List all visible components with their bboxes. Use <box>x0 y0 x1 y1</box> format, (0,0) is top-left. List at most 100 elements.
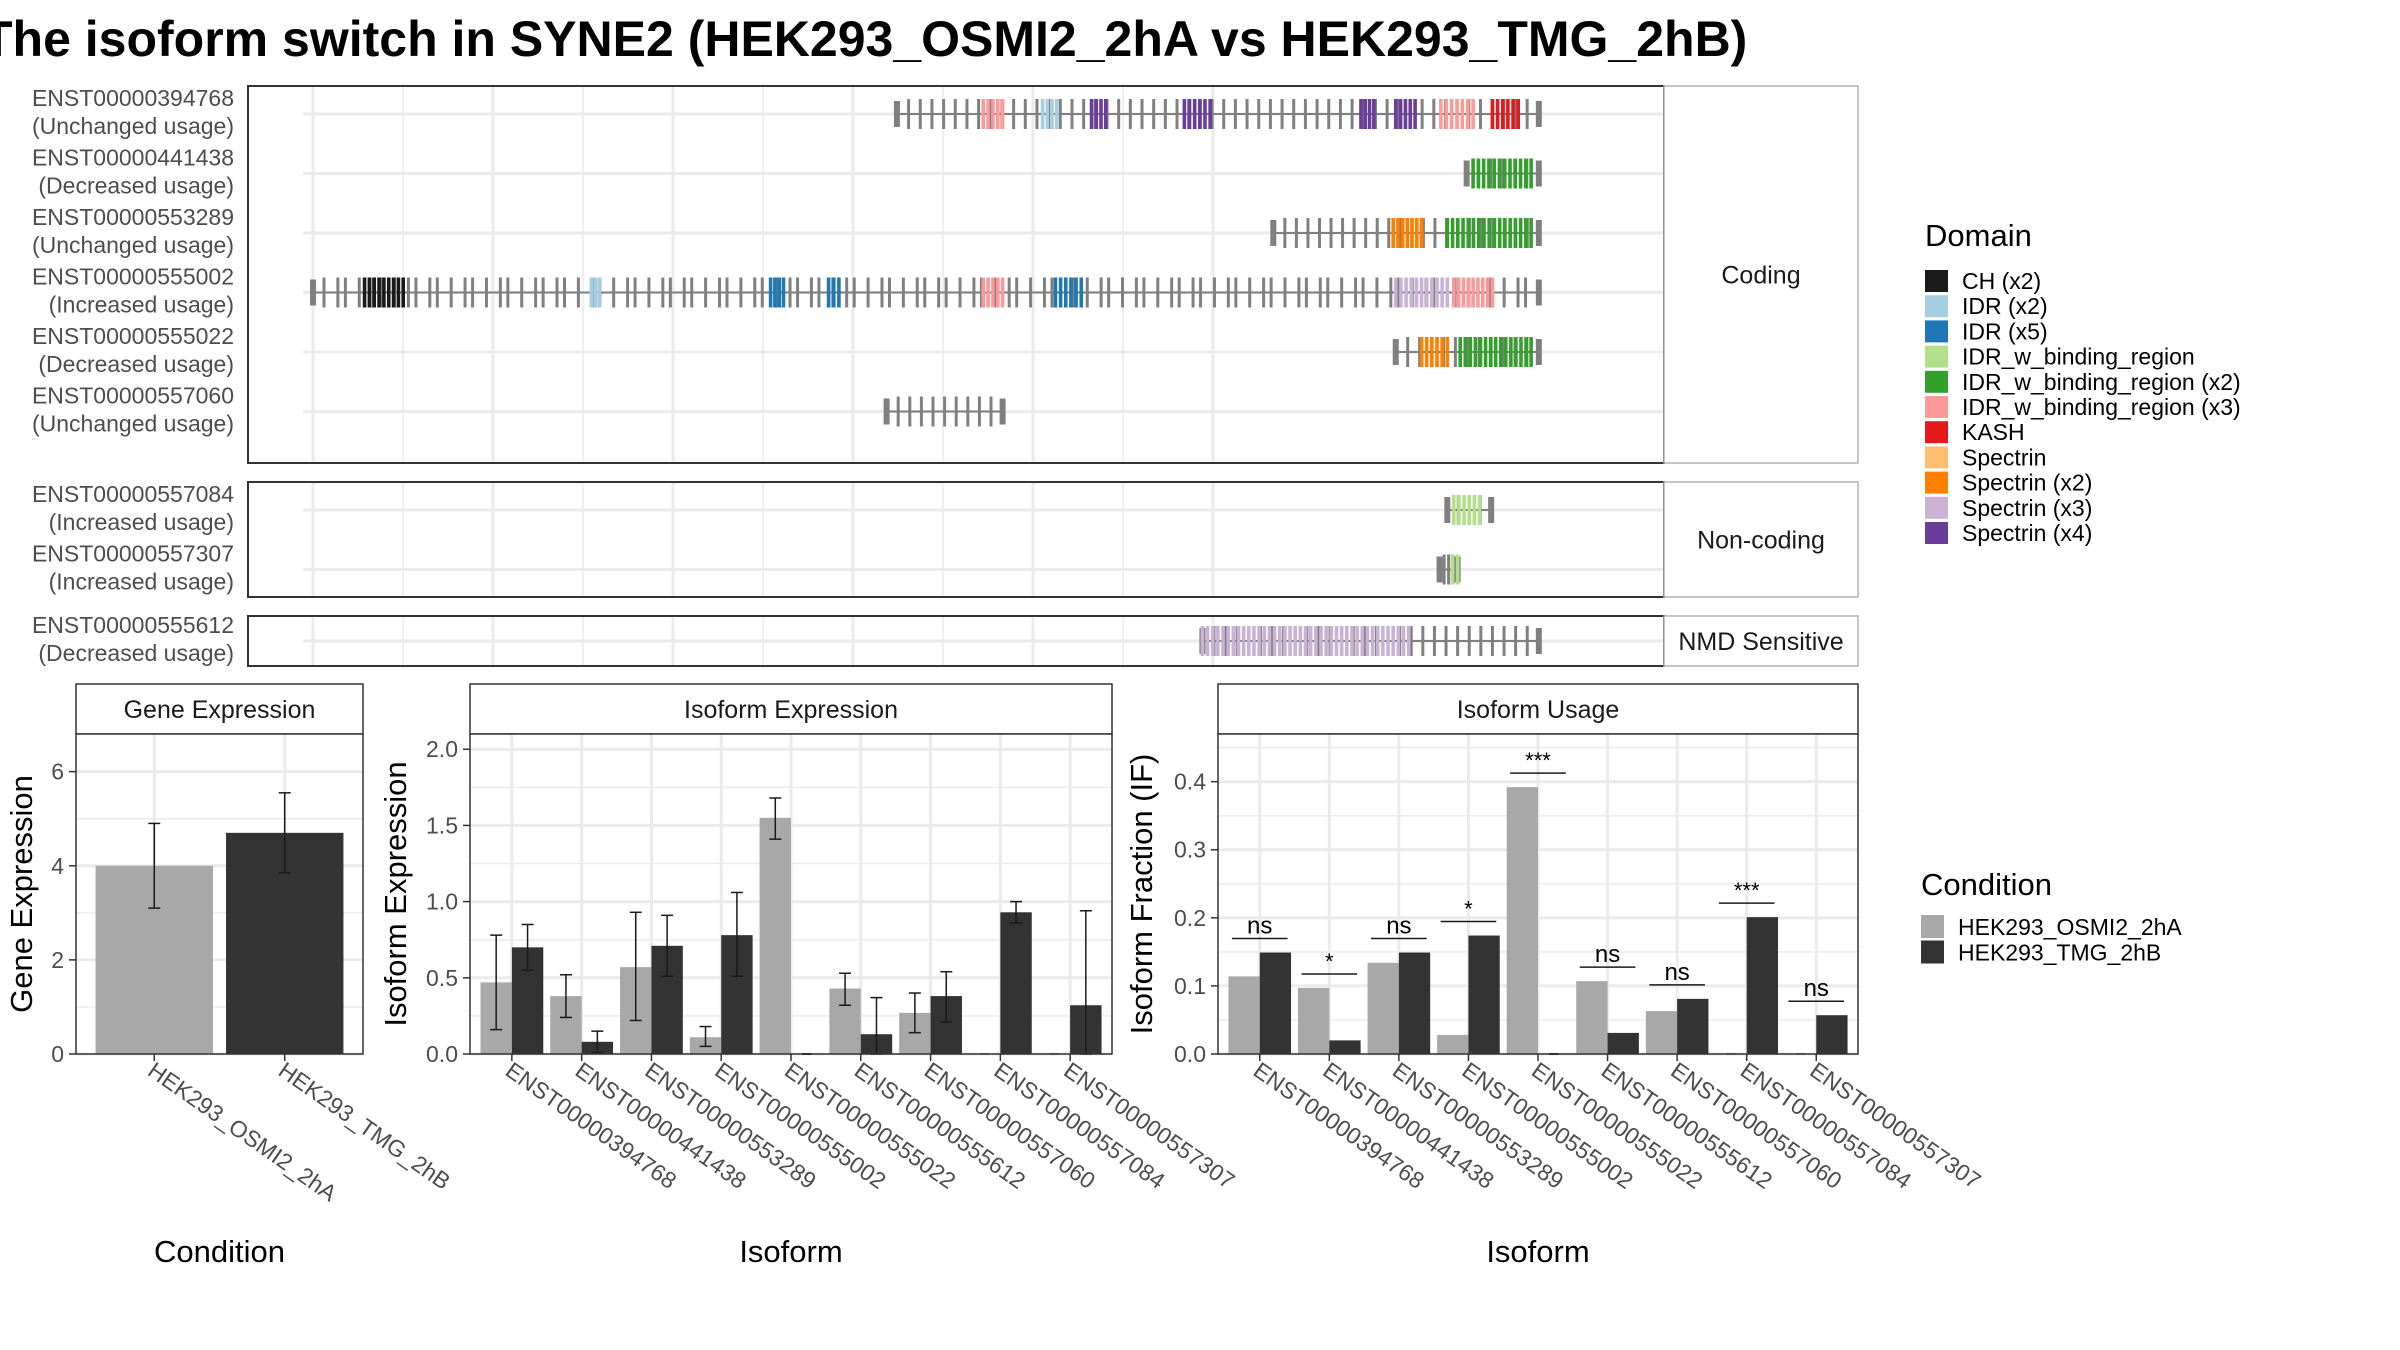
facet-strip-label: Non-coding <box>1697 527 1825 555</box>
domain-exon-mark <box>1468 337 1473 367</box>
domain-exon-mark <box>1487 218 1492 248</box>
domain-exon-mark <box>1396 626 1401 656</box>
domain-exon-mark <box>1482 218 1486 248</box>
domain-exon-mark <box>377 277 381 308</box>
exon-mark <box>1535 160 1542 187</box>
exon-mark <box>796 277 800 308</box>
domain-exon-mark <box>1089 99 1094 129</box>
exon-mark <box>1268 99 1272 129</box>
exon-mark <box>1398 218 1402 248</box>
domain-exon-mark <box>1350 626 1354 656</box>
isoform-id-label: ENST00000441438 <box>32 145 234 171</box>
exon-mark <box>972 277 976 308</box>
domain-exon-mark <box>1288 626 1292 656</box>
significance-label: *** <box>1734 878 1760 903</box>
isoform-id-label: ENST00000557060 <box>32 383 234 409</box>
domain-exon-mark <box>1391 626 1395 656</box>
exon-mark <box>1465 337 1469 367</box>
bar <box>1645 1011 1678 1054</box>
domain-exon-mark <box>1430 337 1434 367</box>
exon-mark <box>1191 277 1195 308</box>
exon-mark <box>1354 277 1358 308</box>
exon-mark <box>1421 218 1425 248</box>
domain-exon-mark <box>1419 277 1424 308</box>
domain-exon-mark <box>1079 277 1084 308</box>
domain-legend-label: Spectrin (x4) <box>1962 520 2092 546</box>
domain-exon-mark <box>1283 626 1287 656</box>
exon-mark <box>937 277 941 308</box>
exon-mark <box>788 277 792 308</box>
domain-exon-mark <box>1401 626 1406 656</box>
domain-exon-mark <box>1487 158 1491 189</box>
exon-mark <box>1447 554 1451 585</box>
domain-exon-mark <box>372 277 377 308</box>
domain-exon-mark <box>1399 277 1403 308</box>
exon-mark <box>647 277 651 308</box>
domain-exon-mark <box>1430 277 1434 308</box>
exon-mark <box>1015 277 1019 308</box>
domain-exon-mark <box>1497 218 1502 248</box>
domain-exon-mark <box>1485 277 1490 308</box>
domain-legend-swatch <box>1925 421 1948 444</box>
domain-exon-mark <box>1471 158 1475 189</box>
domain-exon-mark <box>1500 99 1505 129</box>
exon-mark <box>463 277 467 308</box>
bar <box>759 817 791 1054</box>
exon-mark <box>1432 99 1436 129</box>
domain-exon-mark <box>1262 626 1267 656</box>
domain-legend-label: IDR (x5) <box>1962 318 2048 344</box>
domain-exon-mark <box>1465 99 1470 129</box>
chart-panel-border <box>75 733 364 1055</box>
domain-exon-mark <box>1460 99 1465 129</box>
exon-mark <box>1270 220 1277 246</box>
exon-mark <box>336 277 340 308</box>
exon-mark <box>406 277 410 308</box>
exon-mark <box>690 277 694 308</box>
exon-mark <box>1329 218 1333 248</box>
exon-mark <box>563 277 567 308</box>
domain-exon-mark <box>1192 99 1197 129</box>
exon-mark <box>943 396 947 427</box>
exon-mark <box>989 396 993 427</box>
domain-exon-mark <box>1182 99 1187 129</box>
exon-mark <box>1479 218 1483 248</box>
exon-mark <box>866 277 870 308</box>
domain-exon-mark <box>1355 626 1359 656</box>
domain-exon-mark <box>1419 218 1424 248</box>
bar <box>1437 1034 1469 1054</box>
domain-exon-mark <box>1414 277 1419 308</box>
exon-mark <box>1501 158 1505 189</box>
domain-exon-mark <box>1241 626 1246 656</box>
exon-mark <box>1058 99 1062 129</box>
exon-mark <box>887 277 891 308</box>
condition-legend-label: HEK293_OSMI2_2hA <box>1958 914 2182 940</box>
exon-mark <box>428 277 432 308</box>
domain-exon-mark <box>1409 277 1414 308</box>
domain-exon-mark <box>1231 626 1236 656</box>
domain-exon-mark <box>1476 277 1480 308</box>
exon-mark <box>1490 626 1494 656</box>
exon-mark <box>1318 277 1322 308</box>
domain-exon-mark <box>1455 99 1459 129</box>
domain-exon-mark <box>1503 337 1508 367</box>
bar <box>1816 1015 1848 1054</box>
exon-mark <box>1436 556 1443 583</box>
domain-exon-mark <box>1424 337 1429 367</box>
significance-label: * <box>1464 897 1473 922</box>
y-tick-label: 0.5 <box>426 965 458 991</box>
domain-exon-mark <box>1415 218 1419 248</box>
domain-exon-mark <box>1198 99 1202 129</box>
significance-label: ns <box>1247 913 1272 940</box>
y-axis-title: Gene Expression <box>4 775 39 1013</box>
domain-exon-mark <box>1492 158 1496 189</box>
domain-exon-mark <box>1103 99 1108 129</box>
domain-exon-mark <box>1524 218 1528 248</box>
domain-exon-mark <box>1511 99 1515 129</box>
exon-mark <box>1317 218 1321 248</box>
exon-mark <box>1226 277 1230 308</box>
domain-exon-mark <box>1069 277 1073 308</box>
domain-exon-mark <box>597 277 601 308</box>
domain-exon-mark <box>1514 337 1518 367</box>
domain-legend-label: IDR_w_binding_region <box>1962 344 2195 370</box>
